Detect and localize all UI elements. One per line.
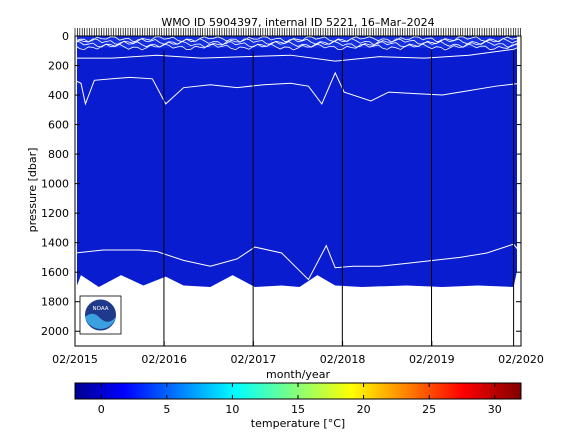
- colorbar-label: temperature [°C]: [251, 417, 345, 430]
- y-tick-label: 2000: [41, 325, 69, 338]
- surface-contour-1: [75, 36, 521, 43]
- y-tick-label: 1400: [41, 237, 69, 250]
- colorbar: 0 5 10 15 20 25 30: [74, 382, 522, 416]
- x-tick-label: 02/2017: [231, 353, 277, 366]
- temperature-field: [77, 36, 517, 273]
- colorbar-tick-label: 30: [488, 403, 502, 416]
- x-tick-label: 02/2016: [141, 353, 187, 366]
- x-axis-label: month/year: [266, 368, 330, 381]
- y-tick-label: 1200: [41, 207, 69, 220]
- axes: 0 200 400 600 800 1000 1200 1400 1600 1800 2000 02/…: [41, 30, 544, 366]
- colorbar-tick-label: 5: [163, 403, 170, 416]
- colorbar-tick-label: 20: [357, 403, 371, 416]
- x-tick-label: 02/2015: [52, 353, 98, 366]
- y-tick-label: 200: [48, 60, 69, 73]
- y-tick-label: 400: [48, 89, 69, 102]
- noaa-logo-text: NOAA: [92, 306, 108, 312]
- y-axis-label: pressure [dbar]: [26, 148, 39, 233]
- plot-area: [74, 28, 521, 346]
- contour-line-1: [75, 45, 521, 62]
- profile-ticks: [74, 28, 521, 36]
- surface-layer: [77, 36, 517, 48]
- x-tick-label: 02/2020: [498, 353, 544, 366]
- colorbar-tick-label: 0: [98, 403, 105, 416]
- y-tick-label: 600: [48, 119, 69, 132]
- colorbar-tick-label: 10: [225, 403, 239, 416]
- chart-title: WMO ID 5904397, internal ID 5221, 16–Mar…: [161, 16, 434, 29]
- colorbar-label-text: temperature [°C]: [251, 417, 345, 430]
- y-tick-label: 1000: [41, 178, 69, 191]
- contour-line-3: [75, 243, 521, 281]
- colorbar-tick-label: 15: [291, 403, 305, 416]
- contour-line-2: [75, 71, 521, 106]
- plot-frame: [74, 35, 522, 347]
- colorbar-tick-label: 25: [422, 403, 436, 416]
- y-tick-label: 1600: [41, 266, 69, 279]
- y-tick-label: 0: [62, 30, 69, 43]
- noaa-logo: NOAA: [79, 295, 122, 335]
- x-tick-label: 02/2018: [320, 353, 366, 366]
- y-tick-label: 1800: [41, 296, 69, 309]
- y-tick-label: 800: [48, 148, 69, 161]
- plot-clip-group: [75, 36, 521, 287]
- surface-contour-3: [75, 40, 521, 48]
- temperature-field-bottom: [77, 270, 517, 287]
- surface-contour-2: [75, 38, 521, 46]
- x-tick-label: 02/2019: [409, 353, 455, 366]
- surface-contour-4: [75, 43, 521, 51]
